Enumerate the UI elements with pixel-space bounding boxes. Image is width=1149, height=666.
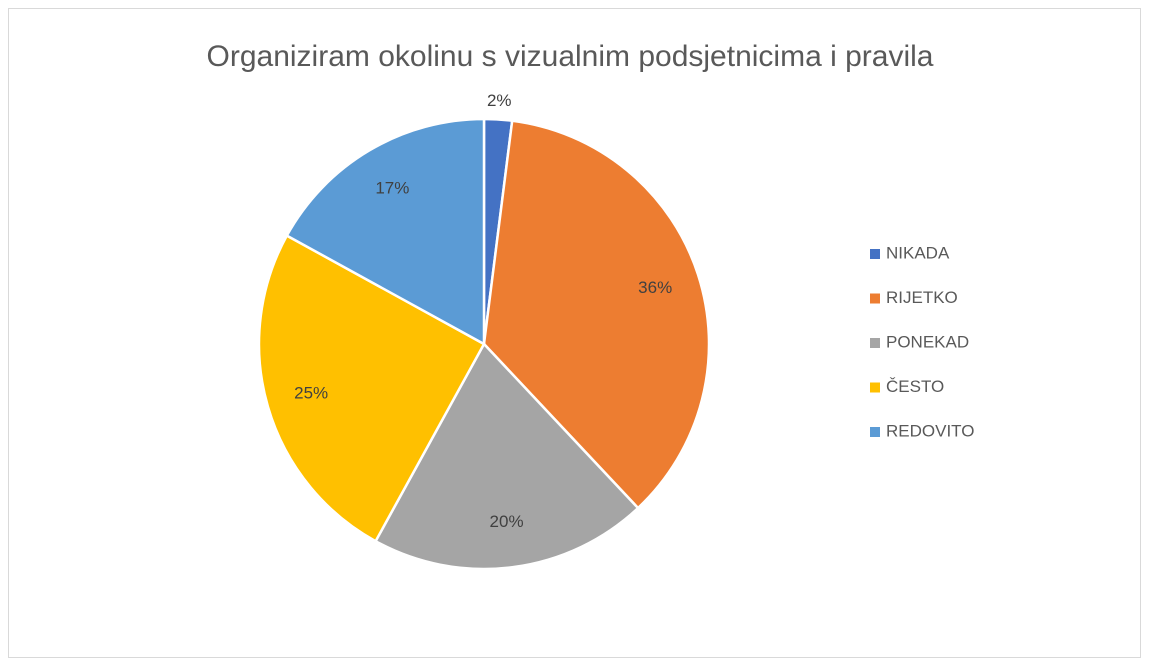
pie-slice [285,117,486,347]
legend-swatch [870,338,880,348]
legend-label: PONEKAD [886,332,969,351]
legend-swatch [870,382,880,393]
legend-label: REDOVITO [886,421,974,440]
data-label: 20% [490,512,524,531]
legend-swatch [870,249,880,259]
data-label: 17% [375,179,409,198]
data-label: 2% [487,91,512,110]
data-label: 25% [294,384,328,403]
chart-title: Organiziram okolinu s vizualnim podsjetn… [207,40,934,73]
pie-slice [373,341,640,571]
legend-swatch [870,293,880,304]
pie-slice [482,119,711,510]
legend-label: RIJETKO [886,288,958,307]
pie-slice [257,233,486,543]
legend-swatch [870,427,880,437]
data-label: 36% [638,278,672,297]
legend-label: ČESTO [886,377,944,396]
legend-label: NIKADA [886,243,950,262]
